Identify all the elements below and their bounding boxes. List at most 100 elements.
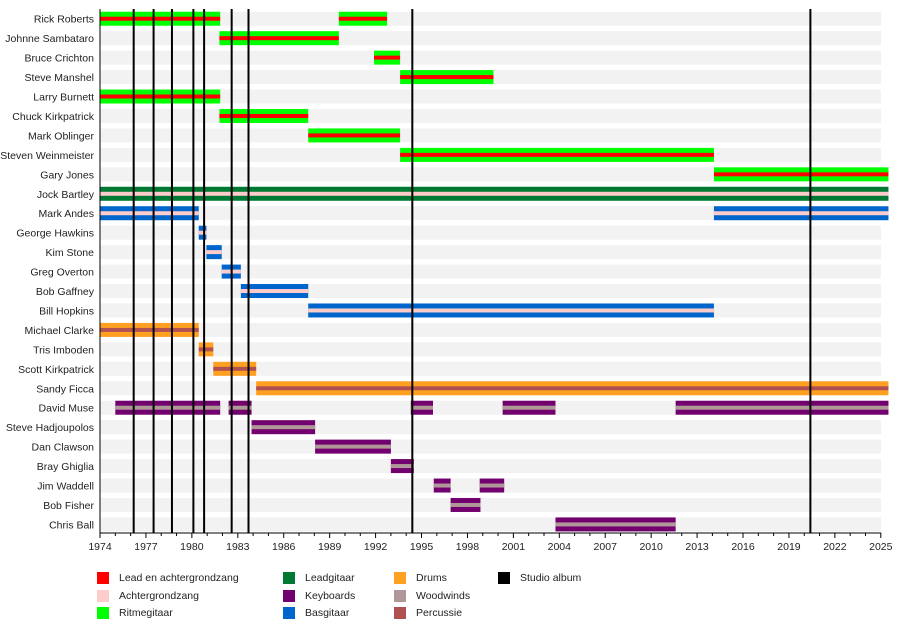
member-name: Chris Ball [49, 519, 94, 531]
member-name: Sandy Ficca [36, 383, 94, 395]
member-name: Scott Kirkpatrick [18, 364, 95, 376]
x-tick-label: 2007 [594, 541, 618, 553]
row-band [100, 167, 881, 182]
row-band [100, 31, 881, 46]
x-tick-label: 1995 [410, 541, 434, 553]
member-name: Jim Waddell [37, 481, 94, 493]
member-name: Dan Clawson [32, 442, 95, 454]
member-bar-stripe [374, 55, 401, 60]
member-bar-stripe [100, 94, 221, 99]
member-bar-stripe [206, 250, 222, 255]
member-bar-stripe [308, 308, 714, 313]
legend-item-keyboards: Keyboards [283, 589, 355, 602]
row-band [100, 245, 881, 260]
member-bar-stripe [100, 211, 199, 216]
legend-label: Leadgitaar [305, 572, 355, 584]
legend-swatch [97, 607, 109, 619]
legend-swatch [394, 572, 406, 584]
row-band [100, 284, 881, 299]
member-name: Johnne Sambataro [5, 33, 94, 45]
row-band [100, 342, 881, 357]
member-bar-stripe [100, 327, 199, 332]
x-tick-label: 2001 [502, 541, 526, 553]
member-bar-stripe [502, 405, 556, 410]
member-bar-stripe [713, 172, 889, 177]
legend-label: Studio album [520, 572, 582, 584]
x-tick-label: 2022 [823, 541, 847, 553]
member-name: Gary Jones [40, 169, 94, 181]
legend-label: Percussie [416, 607, 463, 619]
legend-swatch [394, 589, 406, 602]
member-name: Bruce Crichton [25, 53, 95, 65]
member-name: Bob Fisher [43, 500, 94, 512]
member-bar-stripe [228, 405, 252, 410]
member-name: Larry Burnett [33, 92, 94, 104]
member-bar-stripe [400, 75, 494, 80]
legend-item-lead-vocals: Lead en achtergrondzang [97, 572, 239, 584]
member-bar-stripe [198, 347, 214, 352]
member-bar-stripe [219, 36, 339, 41]
member-bar-stripe [100, 191, 889, 196]
legend-swatch [97, 572, 109, 584]
legend-item-studio-album: Studio album [498, 572, 581, 584]
legend-item-backing-vocals: Achtergrondzang [97, 589, 199, 602]
x-tick-label: 2019 [777, 541, 801, 553]
legend-item-drums: Drums [394, 572, 447, 584]
x-tick-label: 2016 [731, 541, 755, 553]
x-tick-label: 1977 [134, 541, 158, 553]
legend-label: Basgitaar [305, 607, 350, 619]
member-name: Michael Clarke [25, 325, 95, 337]
legend-swatch [394, 607, 406, 619]
member-bar-stripe [219, 113, 309, 118]
x-tick-label: 1986 [272, 541, 296, 553]
member-bar-stripe [213, 366, 257, 371]
x-tick-label: 1974 [88, 541, 112, 553]
member-name: Greg Overton [30, 267, 94, 279]
member-name: Tris Imboden [33, 344, 94, 356]
row-band [100, 264, 881, 279]
x-tick-label: 1980 [180, 541, 204, 553]
row-band [100, 89, 881, 104]
member-bar-stripe [390, 464, 414, 469]
row-band [100, 439, 881, 454]
row-band [100, 322, 881, 337]
row-band [100, 497, 881, 512]
member-name: Bray Ghiglia [37, 461, 94, 473]
member-name: Jock Bartley [37, 189, 95, 201]
studio-album-lines [132, 9, 812, 533]
row-band [100, 225, 881, 240]
member-name: George Hawkins [16, 228, 94, 240]
legend-label: Achtergrondzang [119, 589, 199, 602]
member-bar-stripe [338, 16, 388, 21]
x-axis: 1974 1977 1980 1983 1986 1989 1992 1995 1998 2001… [88, 9, 893, 553]
member-bar-stripe [315, 444, 391, 449]
member-name: Rick Roberts [34, 14, 94, 26]
member-bar-stripe [251, 425, 316, 430]
x-tick-label: 2013 [685, 541, 709, 553]
row-band [100, 517, 881, 532]
x-tick-label: 2004 [548, 541, 572, 553]
legend-item-bass: Basgitaar [283, 607, 349, 619]
row-band [100, 459, 881, 474]
x-tick-label: 1989 [318, 541, 342, 553]
legend-label: Ritmegitaar [119, 607, 173, 619]
row-band [100, 128, 881, 143]
member-bar-stripe [256, 386, 889, 391]
member-bar-stripe [410, 405, 433, 410]
legend-swatch [283, 589, 295, 602]
legend: Lead en achtergrondzang Achtergrondzang Ri… [97, 572, 617, 628]
member-bar-stripe [450, 502, 481, 507]
row-band [100, 206, 881, 221]
member-name: Steve Manshel [25, 72, 94, 84]
legend-item-percussion: Percussie [394, 607, 462, 619]
x-tick-label: 1998 [456, 541, 480, 553]
member-bar-stripe [240, 289, 309, 294]
member-name: Kim Stone [46, 247, 95, 259]
row-band [100, 361, 881, 376]
member-bars [100, 11, 889, 532]
member-name: Steven Weinmeister [0, 150, 94, 162]
member-bar-stripe [308, 133, 401, 138]
member-name: Bob Gaffney [36, 286, 95, 298]
member-bar-stripe [400, 152, 714, 157]
row-band [100, 11, 881, 26]
